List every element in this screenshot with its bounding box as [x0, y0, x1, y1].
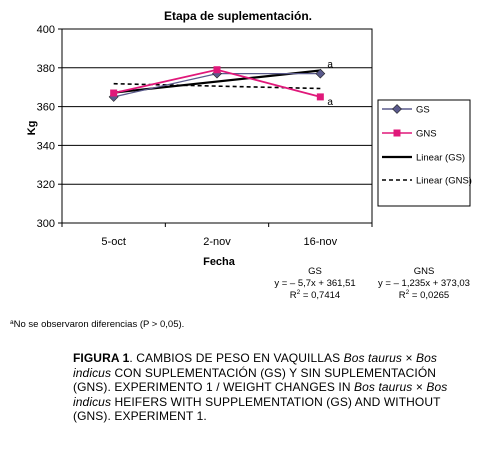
x-tick-label-5-oct: 5-oct: [101, 236, 125, 248]
point-label-GNS: a: [327, 97, 333, 108]
x-axis-label: Fecha: [203, 256, 236, 268]
figure-caption: FIGURA 1. CAMBIOS DE PESO EN VAQUILLAS B…: [73, 351, 473, 424]
chart-title: Etapa de suplementación.: [164, 9, 312, 23]
caption-text: . CAMBIOS DE PESO EN VAQUILLAS Bos tauru…: [73, 351, 448, 423]
y-axis-ticks: 300 320 340 360 380 400: [37, 24, 62, 230]
y-axis-label: Kg: [26, 121, 38, 136]
x-tick-label-2-nov: 2-nov: [203, 236, 231, 248]
data-point-GNS-1: [213, 66, 221, 74]
x-axis-ticks: 5-oct 2-nov 16-nov: [61, 223, 373, 248]
equation-gs: GS y = – 5,7x + 361,51 R2 = 0,7414: [264, 266, 366, 302]
footnote-mark: a: [10, 319, 14, 326]
plot-frame: [61, 28, 373, 224]
equation-gs-formula: y = – 5,7x + 361,51: [274, 278, 356, 289]
equation-gns-formula: y = – 1,235x + 373,03: [378, 278, 470, 289]
data-point-GNS-0: [110, 89, 118, 97]
y-tick-label-320: 320: [37, 179, 55, 191]
data-point-GS-2: [315, 68, 326, 79]
equation-gns-r2: R2 = 0,0265: [398, 289, 450, 301]
y-tick-label-340: 340: [37, 140, 55, 152]
caption-lead: FIGURA 1: [73, 351, 130, 365]
legend: GS GNS Linear (GS) Linear (GNS): [377, 99, 472, 207]
equation-gns-name: GNS: [413, 266, 435, 277]
y-tick-label-360: 360: [37, 102, 55, 114]
data-point-GNS-2: [316, 93, 324, 101]
legend-label-3: Linear (GNS): [416, 176, 472, 187]
legend-label-2: Linear (GS): [416, 153, 465, 164]
point-labels: aa: [327, 60, 333, 108]
data-series: [108, 66, 326, 102]
legend-label-1: GNS: [416, 129, 437, 140]
y-tick-label-380: 380: [37, 63, 55, 75]
footnote-text: No se observaron diferencias (P > 0,05).: [13, 319, 185, 330]
x-tick-label-16-nov: 16-nov: [304, 236, 338, 248]
legend-label-0: GS: [416, 105, 430, 116]
line-chart: Etapa de suplementación. 300 320 340 360 380…: [26, 9, 472, 268]
legend-marker-GS: [392, 104, 402, 114]
y-tick-label-300: 300: [37, 218, 55, 230]
plot-area: [61, 28, 373, 224]
equation-gs-r2: R2 = 0,7414: [289, 289, 341, 301]
equation-gs-name: GS: [308, 266, 322, 277]
legend-marker-GNS: [393, 129, 401, 137]
legend-box: [377, 99, 471, 207]
point-label-GS: a: [327, 60, 333, 71]
equation-gns: GNS y = – 1,235x + 373,03 R2 = 0,0265: [372, 266, 476, 302]
footnote: aNo se observaron diferencias (P > 0,05)…: [10, 319, 184, 330]
y-tick-label-400: 400: [37, 24, 55, 36]
